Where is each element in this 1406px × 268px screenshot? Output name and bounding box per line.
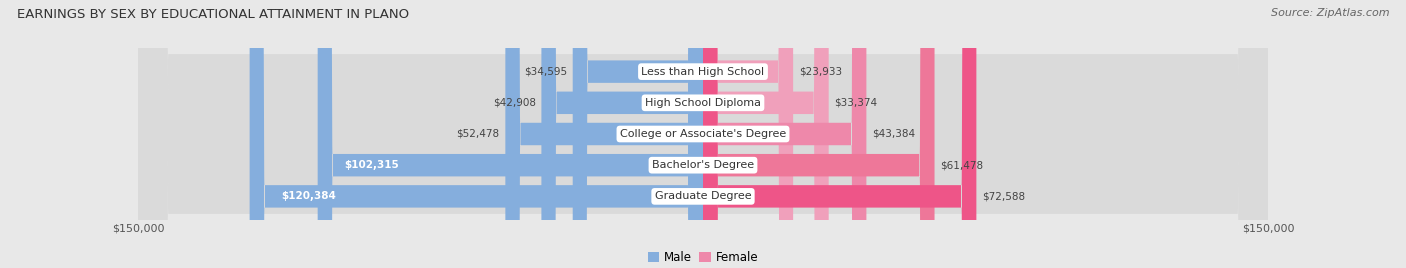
FancyBboxPatch shape	[703, 0, 828, 268]
FancyBboxPatch shape	[703, 0, 793, 268]
FancyBboxPatch shape	[250, 0, 703, 268]
Text: College or Associate's Degree: College or Associate's Degree	[620, 129, 786, 139]
Text: $61,478: $61,478	[941, 160, 983, 170]
Text: $23,933: $23,933	[799, 67, 842, 77]
FancyBboxPatch shape	[505, 0, 703, 268]
FancyBboxPatch shape	[138, 0, 1268, 268]
FancyBboxPatch shape	[138, 0, 1268, 268]
Text: $43,384: $43,384	[872, 129, 915, 139]
FancyBboxPatch shape	[318, 0, 703, 268]
Text: Less than High School: Less than High School	[641, 67, 765, 77]
FancyBboxPatch shape	[572, 0, 703, 268]
Text: $33,374: $33,374	[834, 98, 877, 108]
FancyBboxPatch shape	[703, 0, 976, 268]
Text: $120,384: $120,384	[281, 191, 336, 201]
Text: Bachelor's Degree: Bachelor's Degree	[652, 160, 754, 170]
Legend: Male, Female: Male, Female	[643, 246, 763, 268]
Text: EARNINGS BY SEX BY EDUCATIONAL ATTAINMENT IN PLANO: EARNINGS BY SEX BY EDUCATIONAL ATTAINMEN…	[17, 8, 409, 21]
Text: $34,595: $34,595	[524, 67, 567, 77]
FancyBboxPatch shape	[138, 0, 1268, 268]
Text: $52,478: $52,478	[457, 129, 499, 139]
Text: $102,315: $102,315	[344, 160, 399, 170]
Text: Graduate Degree: Graduate Degree	[655, 191, 751, 201]
Text: High School Diploma: High School Diploma	[645, 98, 761, 108]
FancyBboxPatch shape	[703, 0, 866, 268]
FancyBboxPatch shape	[541, 0, 703, 268]
FancyBboxPatch shape	[138, 0, 1268, 268]
Text: $42,908: $42,908	[492, 98, 536, 108]
Text: Source: ZipAtlas.com: Source: ZipAtlas.com	[1271, 8, 1389, 18]
Text: $72,588: $72,588	[981, 191, 1025, 201]
FancyBboxPatch shape	[703, 0, 935, 268]
FancyBboxPatch shape	[138, 0, 1268, 268]
